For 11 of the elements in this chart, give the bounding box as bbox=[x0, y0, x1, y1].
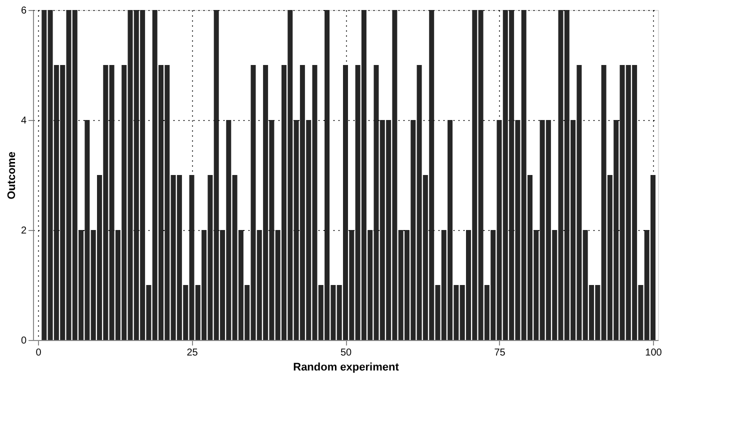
x-tick-label: 50 bbox=[340, 348, 352, 358]
x-tick-label: 0 bbox=[36, 348, 42, 358]
y-axis-title: Outcome bbox=[6, 152, 18, 200]
x-axis-title: Random experiment bbox=[293, 362, 400, 374]
x-tick-label: 25 bbox=[186, 348, 198, 358]
y-tick-label: 6 bbox=[20, 6, 27, 16]
y-tick-label: 2 bbox=[20, 226, 27, 236]
x-tick-label: 75 bbox=[494, 348, 506, 358]
y-tick-label: 0 bbox=[20, 336, 27, 346]
y-tick-label: 4 bbox=[20, 116, 27, 126]
x-tick-label: 100 bbox=[645, 348, 662, 358]
